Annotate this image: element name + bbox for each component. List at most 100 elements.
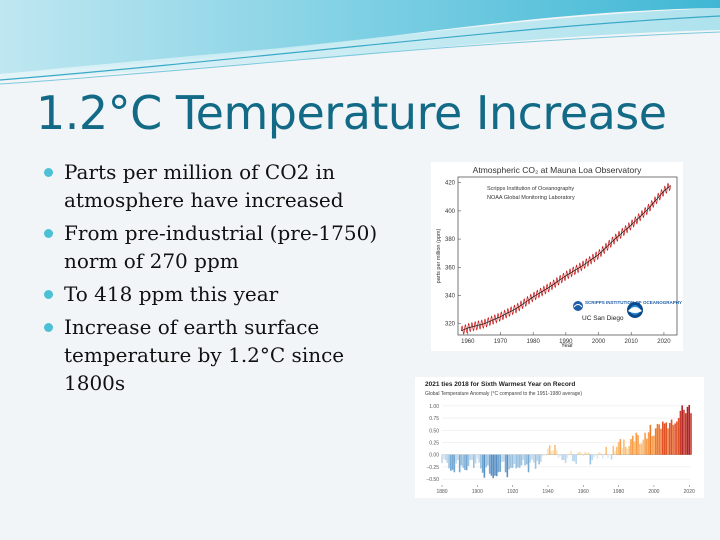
temp-bar: [672, 424, 675, 455]
temp-bar: [612, 445, 615, 455]
co2-chart-panel: Atmospheric CO₂ at Mauna Loa Observatory…: [431, 162, 683, 351]
temp-bar: [557, 454, 560, 459]
temp-bar: [541, 454, 544, 457]
temp-bar: [644, 432, 646, 455]
temp-bar: [451, 454, 454, 470]
temp-x-tick-label: 1880: [436, 489, 447, 495]
temp-bar: [593, 454, 595, 458]
co2-y-tick-label: 420: [445, 181, 456, 187]
bullet-dot-icon: [44, 323, 53, 332]
temp-bar: [450, 454, 452, 471]
temp-bar: [444, 454, 447, 461]
temp-bar: [543, 454, 546, 456]
temp-bar: [586, 453, 588, 455]
temp-x-tick-label: 2020: [684, 489, 695, 495]
temp-bar: [446, 454, 449, 464]
temp-bar: [504, 454, 507, 473]
temp-bar: [442, 454, 445, 460]
bullet-item: To 418 ppm this year: [44, 280, 384, 308]
temp-bar: [533, 454, 535, 463]
temp-bar: [649, 424, 652, 455]
temp-bar: [601, 454, 604, 459]
temp-bar: [667, 428, 669, 455]
temp-bar: [495, 454, 498, 477]
temp-y-tick-label: 0.25: [429, 441, 439, 447]
temp-bar: [480, 454, 482, 469]
temp-y-tick-label: 1.00: [429, 404, 439, 410]
temp-bar: [690, 413, 692, 455]
temp-bar: [681, 405, 683, 455]
temp-bar: [600, 453, 602, 455]
temp-bar: [469, 454, 472, 461]
temp-bar: [476, 454, 479, 459]
temp-bar: [467, 454, 470, 466]
temp-bar: [642, 439, 645, 455]
bullet-list: Parts per million of CO2 in atmosphere h…: [44, 158, 384, 402]
co2-chart: Atmospheric CO₂ at Mauna Loa Observatory…: [436, 165, 682, 349]
temp-bar: [441, 454, 443, 464]
temp-bar: [654, 428, 657, 455]
temp-bar: [674, 423, 676, 455]
temp-bar: [465, 454, 468, 471]
temp-bar: [518, 454, 521, 468]
temp-bar: [510, 454, 512, 468]
co2-y-tick-label: 340: [445, 294, 456, 300]
temp-bar: [631, 435, 634, 455]
co2-x-tick-label: 1990: [559, 339, 573, 345]
temp-bar: [511, 454, 514, 468]
co2-x-tick-label: 2020: [657, 339, 671, 345]
temp-x-tick-label: 2000: [648, 489, 659, 495]
temp-bar: [520, 454, 523, 466]
temp-bar: [548, 445, 551, 455]
temp-bar: [525, 454, 528, 465]
temp-x-tick-label: 1920: [507, 489, 518, 495]
temp-bar: [453, 454, 456, 473]
temp-bar: [506, 454, 509, 478]
temp-bar: [635, 432, 638, 455]
bullet-text: Increase of earth surface temperature by…: [64, 315, 345, 395]
temp-bar: [473, 454, 475, 468]
temp-bar: [499, 454, 502, 472]
temp-bar: [577, 452, 579, 455]
header-wave-decoration: [0, 0, 720, 85]
co2-plot-frame: [457, 176, 678, 336]
co2-subtitle-1: Scripps Institution of Oceanography: [487, 186, 574, 192]
temp-bar: [527, 454, 530, 473]
temp-bar: [669, 422, 671, 455]
temp-y-tick-label: 0.50: [429, 428, 439, 434]
temp-bar: [616, 446, 618, 455]
temp-bar: [603, 454, 606, 455]
temp-bar: [481, 454, 484, 473]
temp-bar: [626, 448, 629, 455]
temp-bar: [688, 404, 691, 455]
temp-bar: [517, 454, 519, 468]
temp-bar: [578, 451, 581, 455]
co2-x-tick-label: 1970: [494, 339, 508, 345]
co2-x-tick-label: 2000: [592, 339, 606, 345]
temp-x-tick-label: 1900: [472, 489, 483, 495]
temp-bar: [640, 443, 643, 455]
temp-bar: [494, 454, 496, 476]
co2-y-tick-label: 400: [445, 209, 456, 215]
temp-bar: [474, 454, 477, 464]
temp-bar: [488, 454, 491, 474]
temp-bar: [584, 451, 586, 455]
temp-bar: [623, 439, 625, 455]
temp-bar: [550, 451, 553, 455]
temp-bar: [554, 444, 556, 455]
temp-bar: [679, 410, 682, 455]
temp-bar: [531, 454, 533, 460]
co2-x-tick-label: 1960: [461, 339, 475, 345]
temp-bar: [571, 454, 574, 462]
temp-bar: [630, 439, 632, 455]
temp-bar: [651, 436, 653, 455]
temp-bar: [545, 454, 547, 456]
temp-y-tick-label: 0.75: [429, 416, 439, 422]
temp-bar: [540, 454, 542, 463]
temp-bar: [589, 454, 592, 465]
temp-bar: [617, 442, 620, 455]
co2-x-axis-label: Year: [561, 343, 573, 349]
temp-x-tick-label: 1940: [542, 489, 553, 495]
temp-bar: [483, 454, 486, 478]
temp-bar: [658, 424, 660, 455]
